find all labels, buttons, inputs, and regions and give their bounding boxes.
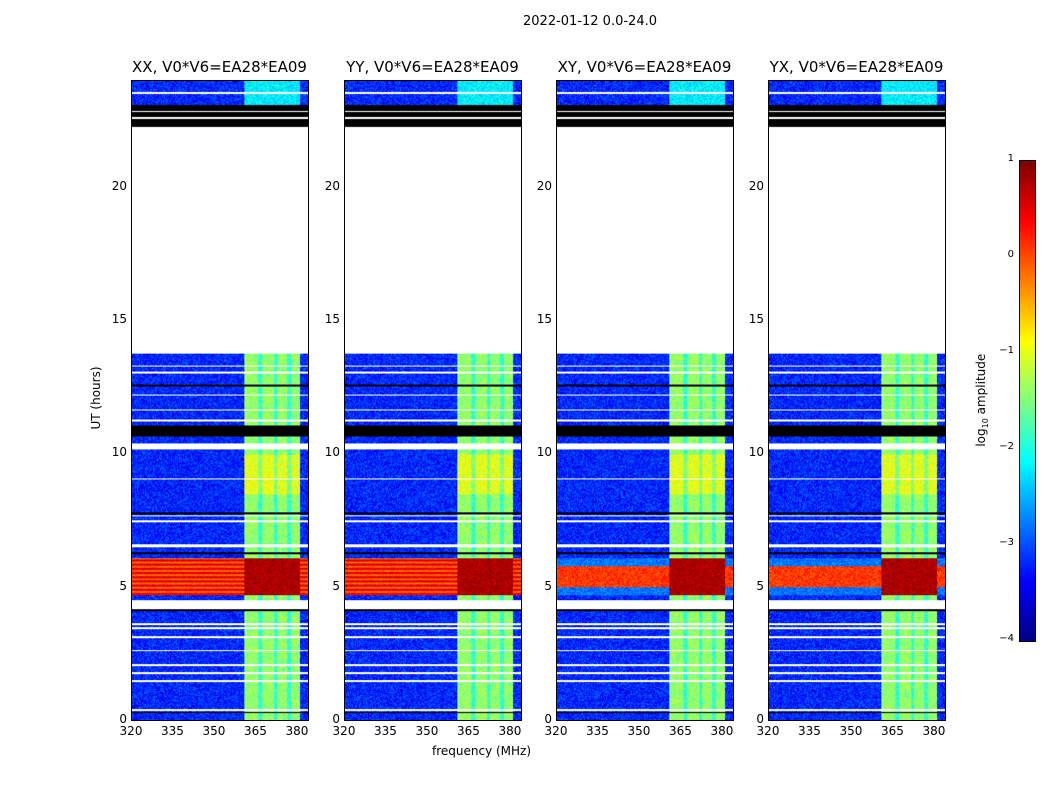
y-tick-label: 5 bbox=[756, 578, 764, 593]
waterfall-panel bbox=[556, 80, 734, 721]
x-tick-label: 350 bbox=[202, 724, 226, 738]
y-tick-label: 15 bbox=[536, 312, 552, 326]
panel-title: YY, V0*V6=EA28*EA09 bbox=[346, 58, 519, 76]
waterfall-panel bbox=[344, 80, 522, 721]
x-tick-label: 380 bbox=[922, 724, 946, 738]
y-tick-label: 10 bbox=[536, 445, 552, 460]
y-tick-label: 0 bbox=[332, 712, 340, 726]
colorbar-tick-label: −4 bbox=[999, 633, 1014, 644]
x-tick-label: 335 bbox=[798, 724, 821, 738]
y-tick-label: 10 bbox=[748, 445, 764, 460]
y-tick-label: 0 bbox=[756, 712, 764, 726]
x-tick-label: 350 bbox=[415, 724, 439, 738]
x-tick-label: 335 bbox=[374, 724, 397, 738]
y-tick-label: 20 bbox=[324, 178, 340, 193]
y-tick-label: 5 bbox=[544, 578, 552, 593]
colorbar-tick-label: −3 bbox=[999, 537, 1014, 548]
x-tick-label: 365 bbox=[669, 724, 692, 738]
x-tick-label: 380 bbox=[285, 724, 309, 738]
y-tick-label: 0 bbox=[544, 712, 552, 726]
y-tick-label: 5 bbox=[119, 578, 127, 593]
colorbar-label: log10 amplitude bbox=[973, 353, 991, 447]
waterfall-panel bbox=[131, 80, 309, 721]
colorbar-tick-label: 1 bbox=[1007, 153, 1014, 164]
x-tick-label: 365 bbox=[244, 724, 267, 738]
figure-title: 2022-01-12 0.0-24.0 bbox=[523, 14, 657, 29]
x-axis-label: frequency (MHz) bbox=[432, 744, 532, 758]
x-tick-label: 335 bbox=[161, 724, 184, 738]
x-tick-label: 335 bbox=[586, 724, 609, 738]
y-tick-label: 0 bbox=[119, 712, 127, 726]
panel-title: YX, V0*V6=EA28*EA09 bbox=[769, 58, 944, 76]
panel-title: XX, V0*V6=EA28*EA09 bbox=[132, 58, 307, 76]
x-tick-label: 380 bbox=[498, 724, 522, 738]
y-tick-label: 15 bbox=[111, 312, 127, 326]
waterfall-panel bbox=[768, 80, 946, 721]
x-tick-label: 365 bbox=[457, 724, 480, 738]
panel-title: XY, V0*V6=EA28*EA09 bbox=[557, 58, 732, 76]
x-tick-label: 380 bbox=[710, 724, 734, 738]
colorbar-tick-label: −1 bbox=[999, 345, 1014, 356]
y-tick-label: 15 bbox=[748, 312, 764, 326]
y-tick-label: 10 bbox=[111, 445, 127, 460]
y-tick-label: 20 bbox=[748, 178, 764, 193]
y-axis-label: UT (hours) bbox=[89, 366, 103, 430]
y-tick-label: 20 bbox=[536, 178, 552, 193]
x-tick-label: 320 bbox=[544, 724, 568, 738]
x-tick-label: 320 bbox=[756, 724, 780, 738]
x-tick-label: 320 bbox=[119, 724, 143, 738]
y-tick-label: 5 bbox=[332, 578, 340, 593]
y-tick-label: 20 bbox=[111, 178, 127, 193]
colorbar bbox=[1019, 160, 1036, 642]
x-tick-label: 350 bbox=[839, 724, 863, 738]
y-tick-label: 15 bbox=[324, 312, 340, 326]
x-tick-label: 350 bbox=[627, 724, 651, 738]
colorbar-tick-label: 0 bbox=[1007, 249, 1014, 260]
y-tick-label: 10 bbox=[324, 445, 340, 460]
colorbar-tick-label: −2 bbox=[999, 441, 1014, 452]
x-tick-label: 365 bbox=[881, 724, 904, 738]
x-tick-label: 320 bbox=[332, 724, 356, 738]
